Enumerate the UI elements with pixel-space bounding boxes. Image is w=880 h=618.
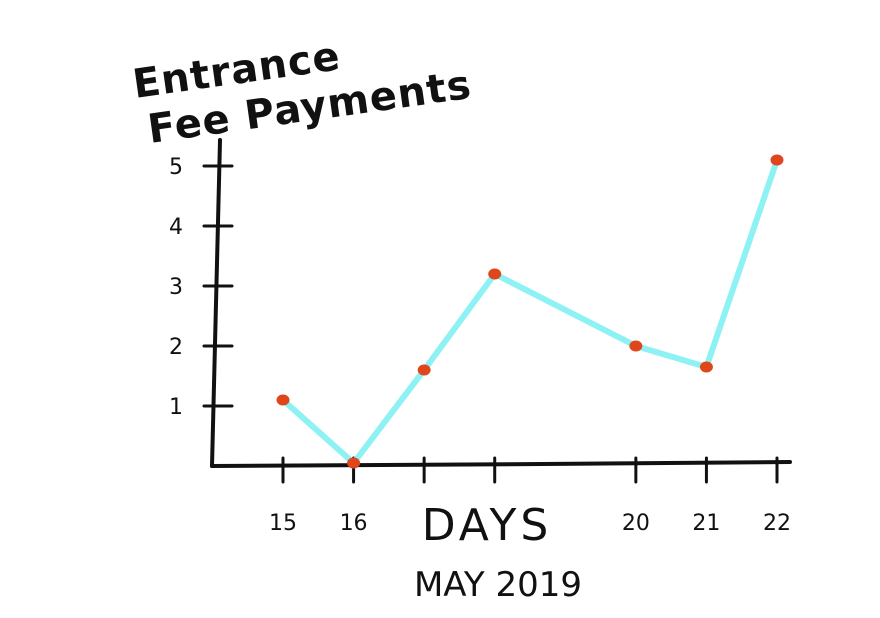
axes (210, 138, 792, 468)
x-axis-line (210, 460, 792, 468)
x-tick-label: 15 (269, 511, 297, 536)
data-points (276, 154, 784, 469)
series-line (280, 157, 780, 466)
data-point (417, 364, 431, 376)
data-point (276, 394, 290, 406)
x-tick-label: 22 (763, 511, 791, 536)
y-axis-title: Entrance Fee Payments (130, 33, 474, 153)
y-tick-label: 5 (169, 155, 183, 180)
x-tick-label: 16 (340, 511, 368, 536)
data-point (488, 268, 502, 280)
data-point (770, 154, 784, 166)
x-ticks: 15 16 20 21 22 (269, 456, 791, 536)
data-point (347, 457, 361, 469)
y-tick-label: 2 (169, 335, 183, 360)
series-line-group (280, 157, 780, 466)
y-tick-label: 3 (169, 275, 183, 300)
y-tick-label: 4 (169, 215, 183, 240)
y-axis-line (210, 138, 222, 468)
y-ticks: 1 2 3 4 5 (169, 155, 234, 420)
data-point (629, 340, 643, 352)
chart-subtitle: MAY 2019 (414, 565, 582, 605)
data-point (699, 361, 713, 373)
x-tick-label: 21 (692, 511, 720, 536)
x-axis-title: DAYS (422, 500, 553, 551)
x-tick-label: 20 (622, 511, 650, 536)
y-tick-label: 1 (169, 395, 183, 420)
